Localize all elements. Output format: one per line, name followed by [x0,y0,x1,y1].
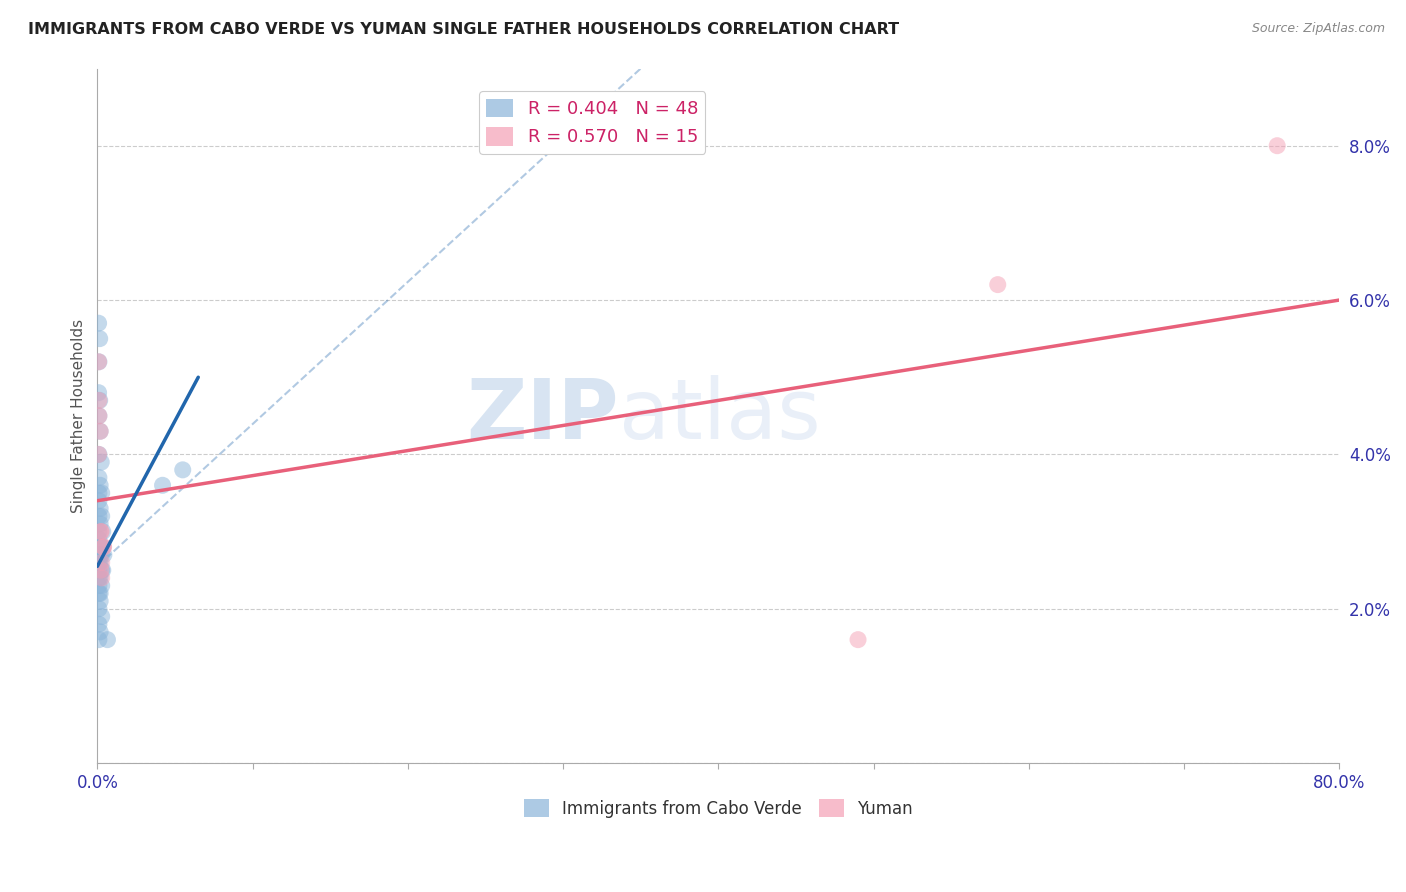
Point [93,540,115,554]
Point [89,571,111,585]
Point [89,624,111,639]
Point [89,501,111,516]
Point [1265,138,1288,153]
Point [90,524,112,539]
Point [87,470,110,484]
Point [172,463,194,477]
Text: Source: ZipAtlas.com: Source: ZipAtlas.com [1251,22,1385,36]
Point [87,509,110,524]
Point [89,516,111,531]
Point [90,509,112,524]
Point [87,617,110,632]
Point [87,548,110,562]
Point [90,579,112,593]
Point [87,556,110,570]
Point [87,355,110,369]
Point [87,533,110,547]
Point [87,316,110,330]
Point [90,563,112,577]
Point [87,601,110,615]
Point [87,447,110,461]
Point [89,424,111,438]
Point [987,277,1010,292]
Point [90,609,112,624]
Point [89,594,111,608]
Point [87,586,110,600]
Point [90,563,112,577]
Point [90,540,112,554]
Point [87,385,110,400]
Point [90,486,112,500]
Point [87,409,110,423]
Point [91,563,114,577]
Point [87,524,110,539]
Point [90,455,112,469]
Point [89,424,111,438]
Text: ZIP: ZIP [467,376,619,457]
Point [87,486,110,500]
Text: atlas: atlas [619,376,821,457]
Point [87,563,110,577]
Point [87,447,110,461]
Point [89,332,111,346]
Point [87,393,110,408]
Point [846,632,869,647]
Point [87,493,110,508]
Point [96,632,118,647]
Point [90,548,112,562]
Point [87,409,110,423]
Point [91,540,114,554]
Point [89,478,111,492]
Point [87,571,110,585]
Point [89,548,111,562]
Point [87,355,110,369]
Point [152,478,174,492]
Y-axis label: Single Father Households: Single Father Households [72,318,86,513]
Point [89,540,111,554]
Point [87,632,110,647]
Point [93,540,115,554]
Point [89,556,111,570]
Point [90,524,112,539]
Point [89,586,111,600]
Point [90,571,112,585]
Point [91,524,114,539]
Point [93,548,115,562]
Point [89,393,111,408]
Point [87,579,110,593]
Text: IMMIGRANTS FROM CABO VERDE VS YUMAN SINGLE FATHER HOUSEHOLDS CORRELATION CHART: IMMIGRANTS FROM CABO VERDE VS YUMAN SING… [28,22,900,37]
Point [90,556,112,570]
Legend: Immigrants from Cabo Verde, Yuman: Immigrants from Cabo Verde, Yuman [517,793,920,824]
